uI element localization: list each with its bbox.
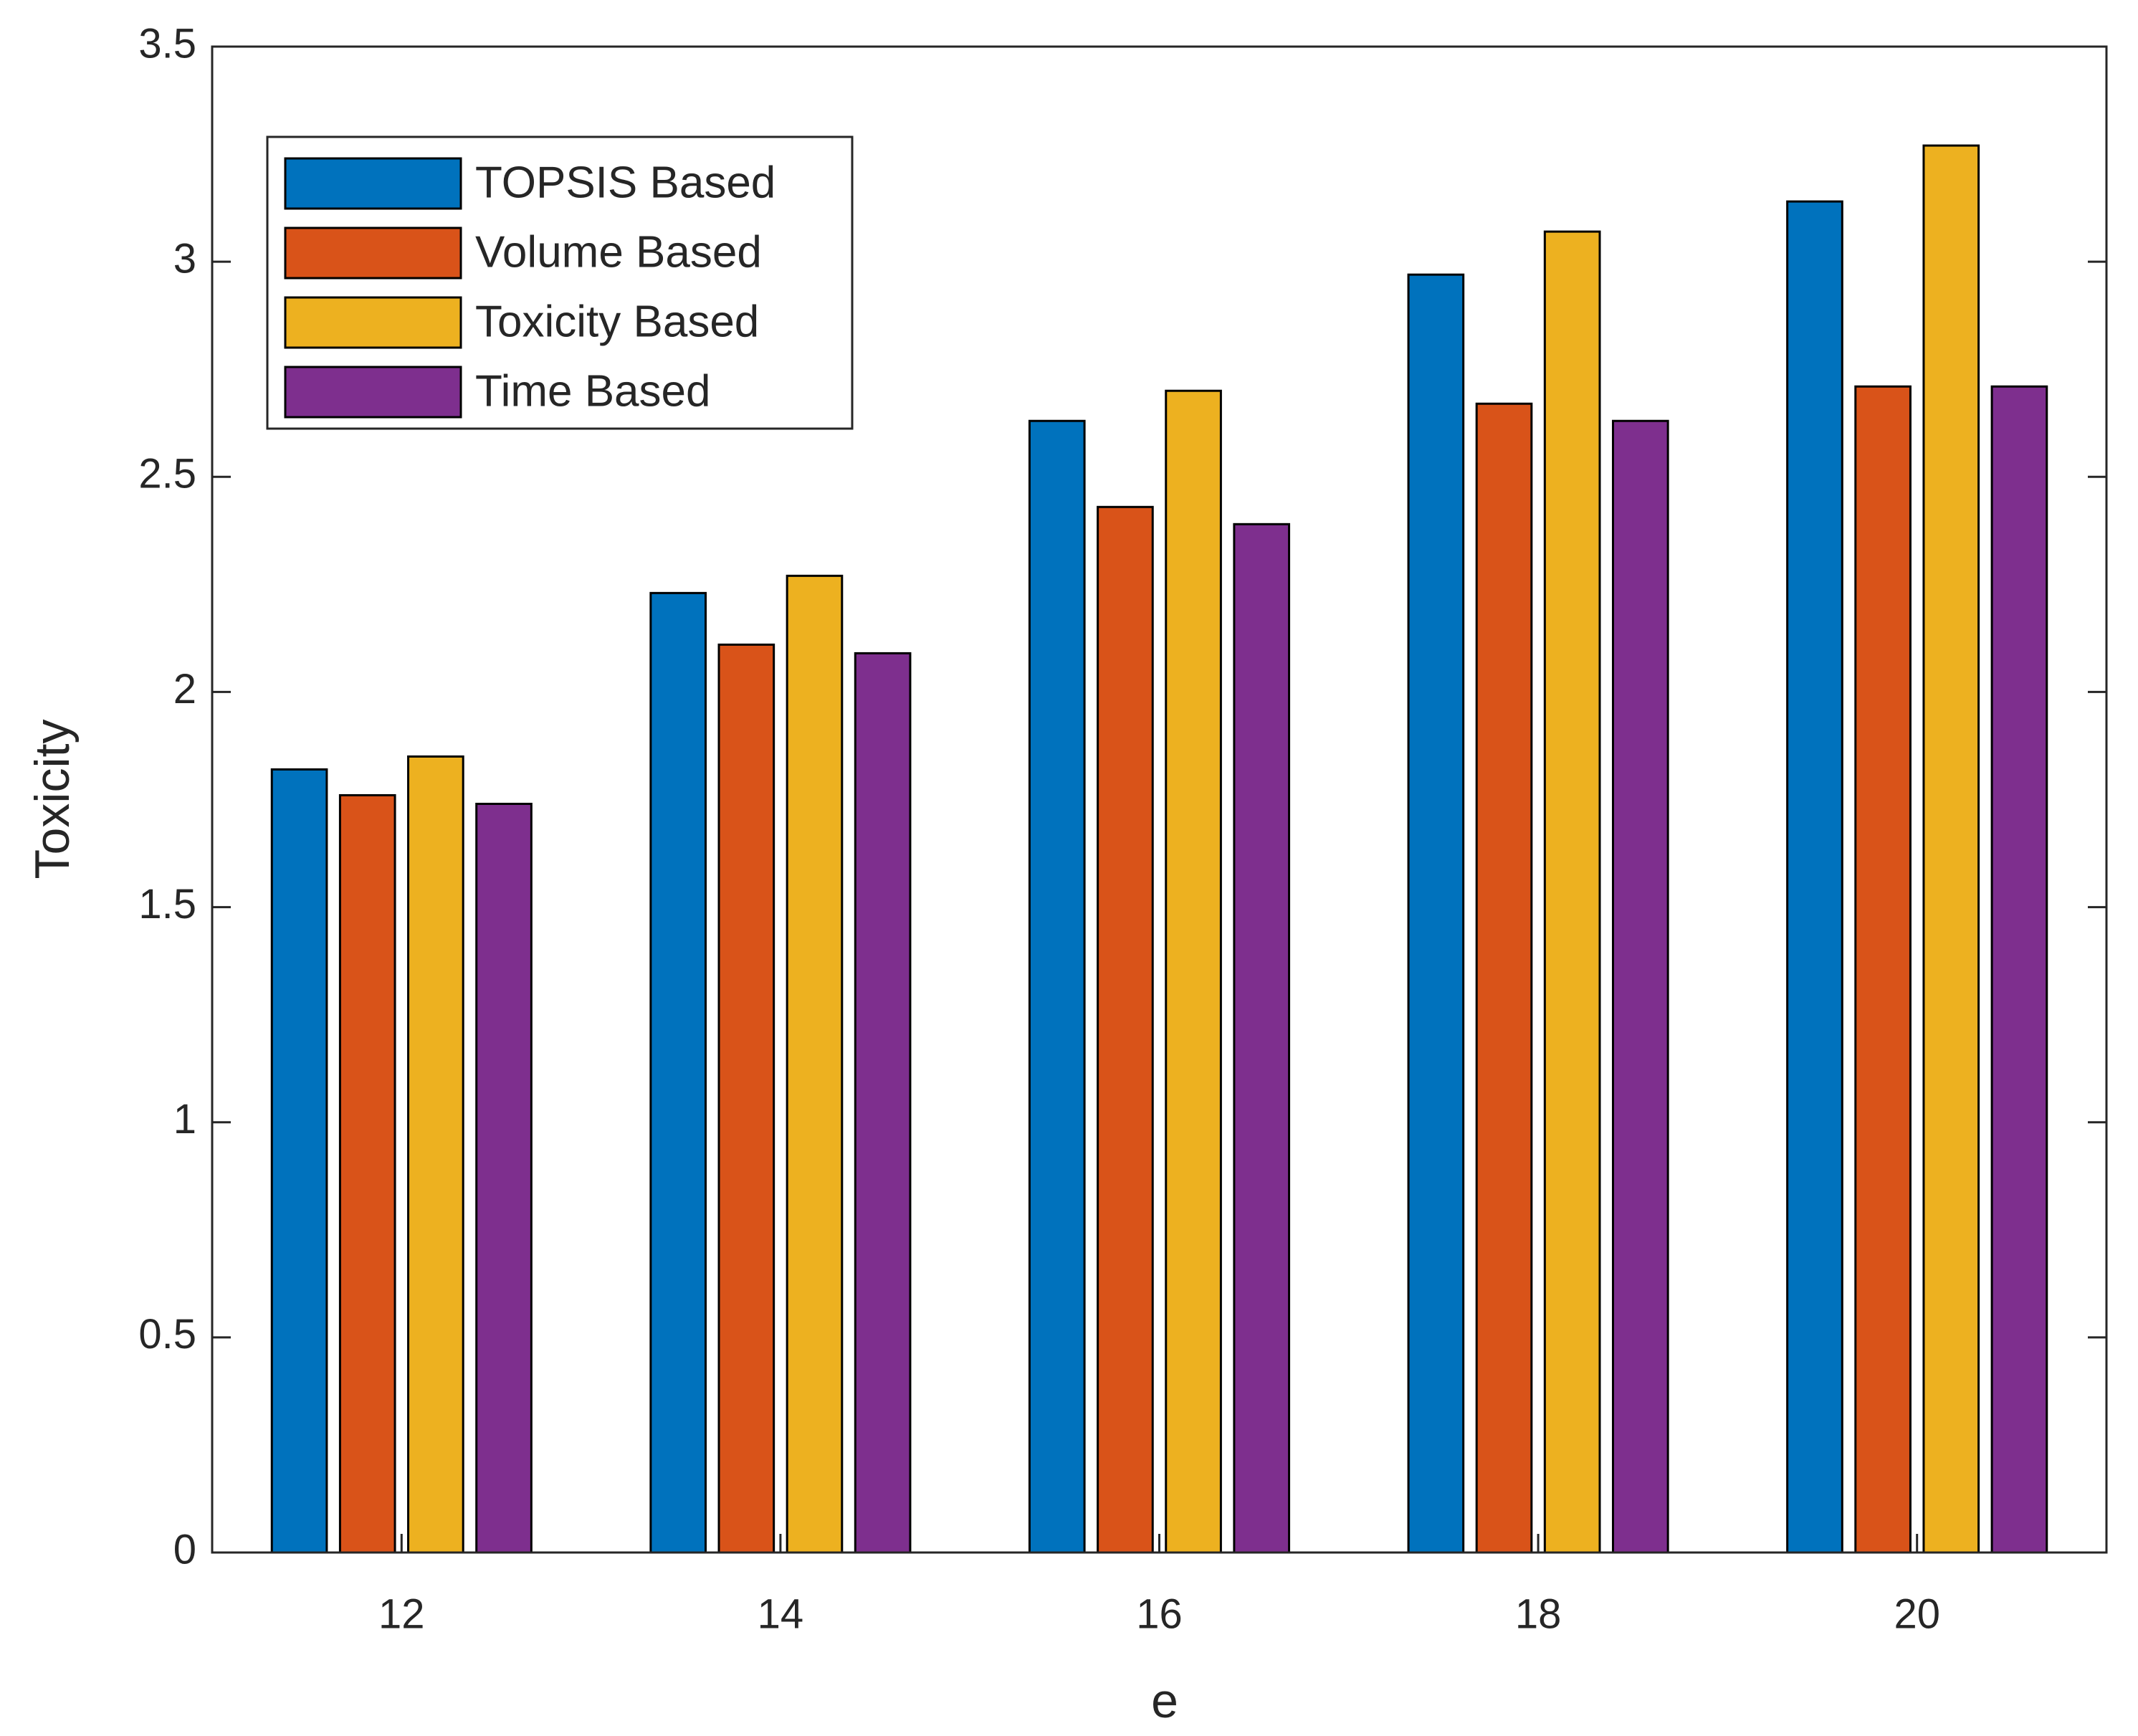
legend-swatch [284,157,462,210]
bar [1990,385,2048,1554]
bar [270,768,328,1554]
bar [854,652,912,1554]
x-tick-label: 12 [378,1590,425,1637]
bar [1854,385,1912,1554]
bar [1028,419,1086,1554]
y-tick-label: 2 [173,666,196,712]
y-tick-label: 0 [173,1526,196,1573]
legend-label: Toxicity Based [475,297,759,346]
legend-swatch [284,296,462,349]
y-tick-label: 0.5 [138,1311,196,1358]
bar [1475,402,1533,1554]
y-tick-label: 3.5 [138,20,196,67]
plot-frame [211,45,2108,1554]
bar [717,643,775,1554]
legend-label: Time Based [475,366,711,416]
y-tick-label: 2.5 [138,451,196,497]
x-tick-label: 18 [1515,1590,1562,1637]
bar [649,591,707,1554]
bar [407,755,464,1554]
y-tick-label: 3 [173,235,196,282]
bar [1611,419,1669,1554]
y-tick-label: 1.5 [138,881,196,927]
bar [1543,230,1601,1554]
x-tick-label: 14 [758,1590,804,1637]
x-tick-label: 20 [1894,1590,1940,1637]
bar [1233,523,1291,1554]
bar [1922,144,1980,1554]
y-tick-label: 1 [173,1096,196,1143]
legend-swatch [284,226,462,280]
bar [475,803,533,1554]
bar [1786,200,1843,1554]
legend-label: TOPSIS Based [475,158,775,207]
bar [786,574,844,1554]
legend-label: Volume Based [475,227,762,277]
x-axis-label: e [1151,1674,1178,1728]
y-axis-label: Toxicity [25,720,80,879]
bar [1407,273,1465,1554]
bar [1097,505,1154,1554]
bar [1165,389,1222,1554]
legend-swatch [284,366,462,419]
bar [338,793,396,1554]
x-tick-label: 16 [1136,1590,1183,1637]
